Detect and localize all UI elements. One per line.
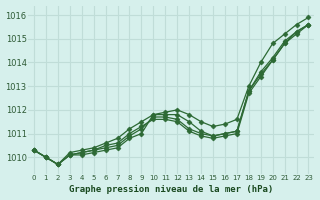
X-axis label: Graphe pression niveau de la mer (hPa): Graphe pression niveau de la mer (hPa)	[69, 185, 273, 194]
